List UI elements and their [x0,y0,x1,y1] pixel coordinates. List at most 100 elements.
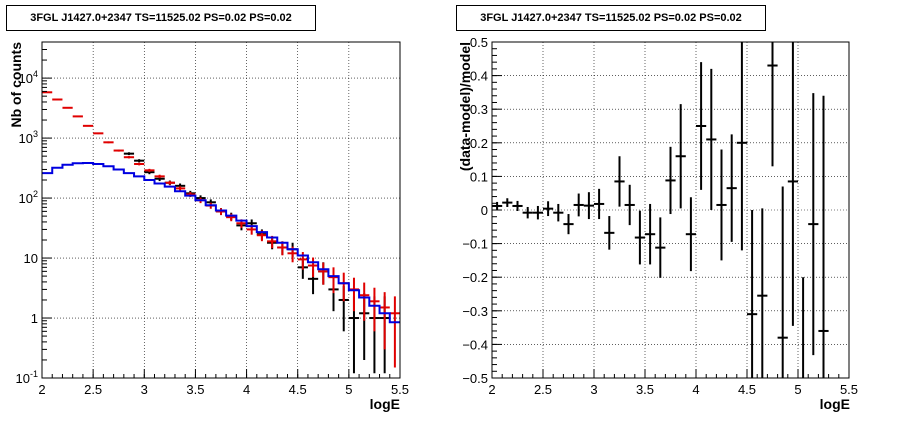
residual-point [665,146,676,215]
y-tick-label: 0 [481,203,488,218]
residual-point [675,104,686,209]
y-tick-label: −0.1 [462,237,488,252]
residual-point [767,42,778,167]
x-tick-label: 2 [488,382,495,397]
model-point [359,282,370,321]
x-tick-label: 4.5 [289,382,307,397]
y-tick-label: 0.4 [470,69,488,84]
y-tick-label: 1 [31,311,38,326]
model-point [103,141,114,144]
model-point [338,272,349,302]
grid [42,42,400,378]
residual-point [573,193,584,217]
y-tick-label: −0.2 [462,270,488,285]
x-tick-label: 2.5 [534,382,552,397]
y-tick-label: 0.2 [470,136,488,151]
model-point [93,132,104,135]
grid [492,42,849,378]
x-tick-label: 4 [243,382,250,397]
counts-panel: 2 2.5 3 3.5 4 4.5 5 5.5 10-1 1 10 102 103 104 logE Nb… [6,5,409,412]
y-tick-label: −0.3 [462,304,488,319]
model-point [277,241,288,256]
y-tick-label: 102 [19,189,38,206]
residual-point [604,216,615,250]
y-tick-label: 10 [24,251,38,266]
residual-point [808,93,819,356]
residual-point [757,208,768,378]
data-point [134,159,145,163]
residual-point [522,206,533,219]
residual-point [553,203,564,222]
y-tick-label: 10-1 [16,369,38,386]
y-tick-label: 103 [19,129,38,146]
residual-point [716,149,727,261]
x-tick-label: 3.5 [636,382,654,397]
axes: 2 2.5 3 3.5 4 4.5 5 5.5 −0.5 −0.4 −0.3 −0.2 −0.1 0 0.1… [462,35,858,397]
model-point [318,262,329,285]
x-tick-label: 5.5 [840,382,858,397]
residual-point [563,214,574,235]
model-point [123,156,135,159]
residual-point [645,203,656,265]
plot-frame [41,41,401,379]
x-tick-label: 5 [794,382,801,397]
plot-area [42,91,400,374]
model-point [369,287,380,332]
model-point [389,296,400,368]
y-tick-label: −0.4 [462,337,488,352]
y-tick-label: 0.1 [470,169,488,184]
model-point [113,149,124,152]
model-point [134,162,145,166]
residual-point [594,188,605,220]
x-tick-label: 3 [141,382,148,397]
residual-point [512,200,523,212]
y-tick-label: 0.5 [470,35,488,50]
residual-point [492,201,503,210]
chart-title: 3FGL J1427.0+2347 TS=11525.02 PS=0.02 PS… [6,5,316,31]
model-point [348,277,360,312]
residual-point [747,210,758,378]
data-point [123,152,135,156]
model-point [72,115,83,118]
x-tick-label: 3 [590,382,597,397]
residual-point [818,95,829,378]
x-tick-label: 2.5 [84,382,102,397]
residual-point [706,68,717,210]
residual-point [532,205,543,220]
residual-point [655,217,666,278]
x-tick-label: 5 [345,382,352,397]
residual-point [777,186,788,378]
plot-area [492,42,829,378]
residual-point [624,184,635,226]
y-axis-label: (data-model)/model [457,42,473,171]
model-point [328,267,339,294]
x-axis-label: logE [820,396,850,412]
x-tick-label: 5.5 [391,382,409,397]
residual-panel: 2 2.5 3 3.5 4 4.5 5 5.5 −0.5 −0.4 −0.3 −0.2 −0.1 0 0.1… [449,0,898,421]
model-point [52,98,63,101]
y-tick-label: −0.5 [462,371,488,386]
model-point [174,186,186,191]
residual-point [787,42,798,326]
chart-title: 3FGL J1427.0+2347 TS=11525.02 PS=0.02 PS… [456,5,766,31]
y-axis-label: Nb of counts [8,42,24,128]
model-point [379,292,390,350]
model-point [144,168,155,172]
y-tick-label: 0.3 [470,102,488,117]
model-point [42,91,53,94]
residual-point [502,198,513,207]
x-tick-label: 4.5 [738,382,756,397]
model-step-line [42,161,400,324]
residual-point [614,156,625,207]
x-tick-label: 2 [38,382,45,397]
model-point [164,180,175,185]
residual-point [583,192,594,220]
model-point [154,174,165,179]
x-tick-label: 4 [692,382,699,397]
model-point [215,208,227,215]
residual-point [726,134,737,242]
model-point [307,257,319,278]
x-axis-label: logE [370,396,400,412]
